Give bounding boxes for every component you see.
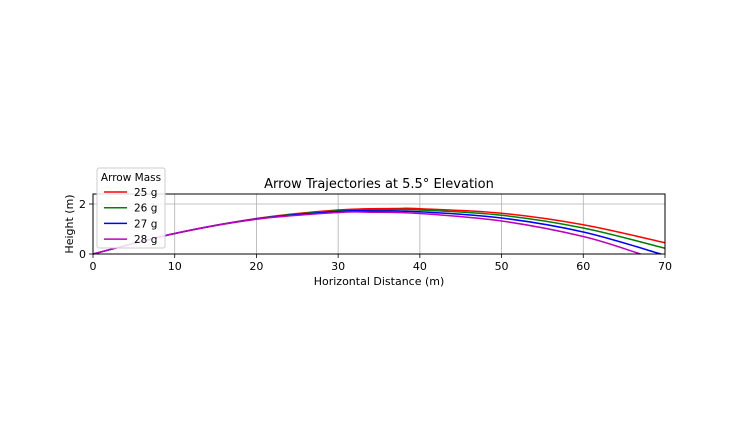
- x-tick-label: 60: [576, 260, 590, 273]
- x-tick-label: 20: [249, 260, 263, 273]
- y-tick-label: 0: [79, 248, 86, 261]
- x-tick-label: 70: [658, 260, 672, 273]
- x-tick-label: 30: [331, 260, 345, 273]
- x-axis-label: Horizontal Distance (m): [314, 275, 445, 288]
- trajectory-line-28g: [92, 211, 641, 255]
- y-axis-label: Height (m): [63, 194, 76, 253]
- legend: Arrow Mass 25 g 26 g 27 g 28 g: [96, 167, 166, 249]
- legend-label: 26 g: [134, 203, 157, 215]
- y-ticks: 02: [79, 198, 93, 261]
- y-tick-label: 2: [79, 198, 86, 211]
- x-ticks: 0 10 20 30 40 50 60 70: [90, 254, 672, 273]
- legend-entries: 25 g 26 g 27 g 28 g: [104, 187, 157, 246]
- plot-frame: [92, 193, 666, 255]
- x-tick-label: 40: [413, 260, 427, 273]
- x-tick-label: 10: [168, 260, 182, 273]
- x-tick-label: 0: [90, 260, 97, 273]
- legend-label: 28 g: [134, 234, 157, 246]
- series-lines: [92, 207, 666, 255]
- legend-title: Arrow Mass: [101, 172, 161, 184]
- legend-label: 27 g: [134, 218, 157, 230]
- chart-title: Arrow Trajectories at 5.5° Elevation: [264, 177, 494, 192]
- legend-label: 25 g: [134, 187, 157, 199]
- x-tick-label: 50: [495, 260, 509, 273]
- legend-box: [96, 167, 166, 249]
